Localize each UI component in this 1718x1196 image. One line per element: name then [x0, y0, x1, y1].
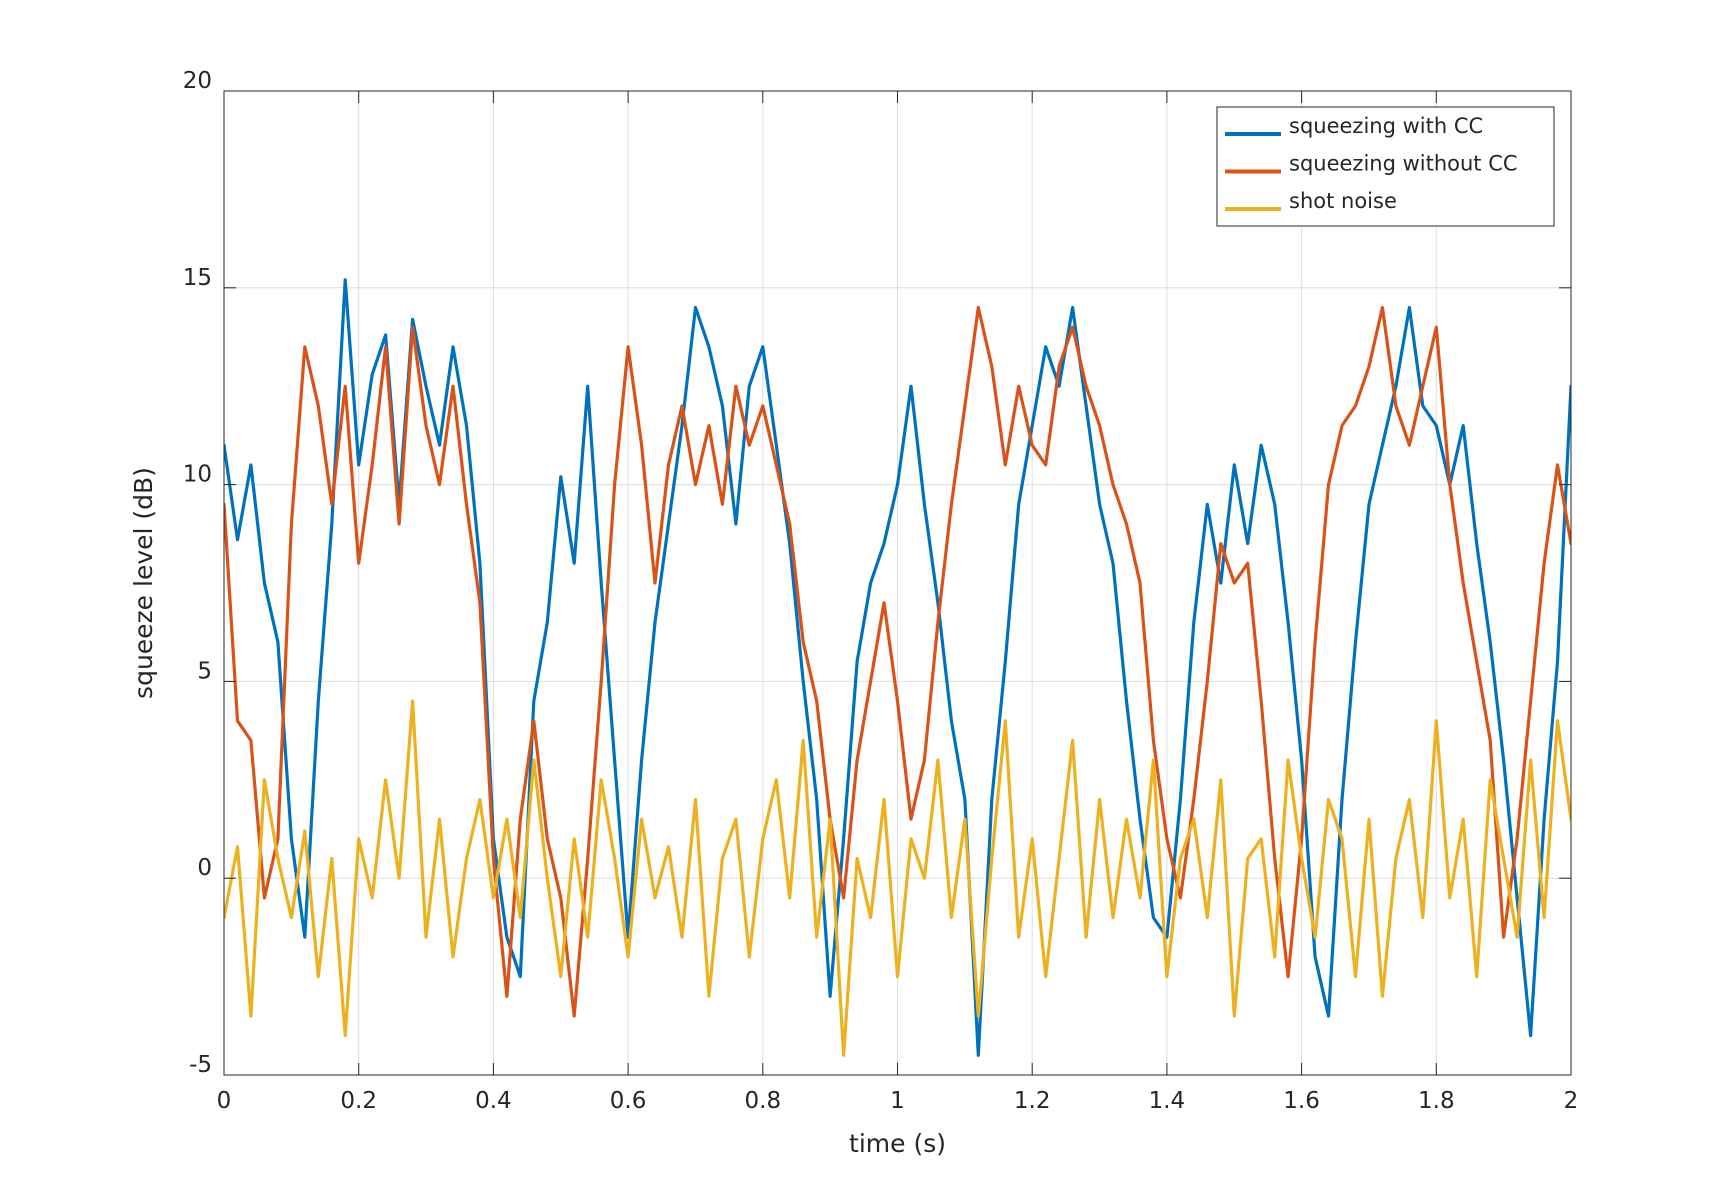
legend: squeezing with CC squeezing without CC s… [1216, 106, 1555, 227]
y-axis-label: squeeze level (dB) [129, 467, 158, 699]
x-tick-label: 1.6 [1283, 1088, 1320, 1114]
x-tick-label: 0.6 [610, 1088, 647, 1114]
legend-label-squeezing-with-cc: squeezing with CC [1289, 114, 1483, 138]
x-tick-label: 0.4 [475, 1088, 512, 1114]
y-tick-label: 10 [183, 462, 212, 488]
series-line-shot-noise [224, 699, 1571, 1057]
x-tick-label: 2 [1564, 1088, 1579, 1114]
series-line-squeezing-without-cc [224, 305, 1571, 1018]
x-tick-label: 1.2 [1014, 1088, 1051, 1114]
y-tick-label: 0 [197, 855, 212, 881]
legend-box [1216, 106, 1555, 227]
legend-label-squeezing-without-cc: squeezing without CC [1289, 152, 1518, 176]
x-tick-label: 1 [890, 1088, 905, 1114]
series-line-squeezing-with-cc [224, 278, 1571, 1057]
x-tick-label: 0.2 [340, 1088, 377, 1114]
y-tick-label: 20 [183, 68, 212, 94]
x-tick-label: 0 [217, 1088, 232, 1114]
y-tick-label: -5 [189, 1052, 212, 1078]
series-group [224, 278, 1571, 1057]
x-axis-label: time (s) [849, 1129, 946, 1158]
y-tick-label: 5 [197, 658, 212, 684]
x-tick-label: 1.4 [1149, 1088, 1186, 1114]
x-tick-label: 1.8 [1418, 1088, 1455, 1114]
legend-label-shot-noise: shot noise [1289, 189, 1397, 213]
x-tick-label: 0.8 [745, 1088, 782, 1114]
ticks [223, 90, 1572, 1076]
y-tick-label: 15 [183, 265, 212, 291]
